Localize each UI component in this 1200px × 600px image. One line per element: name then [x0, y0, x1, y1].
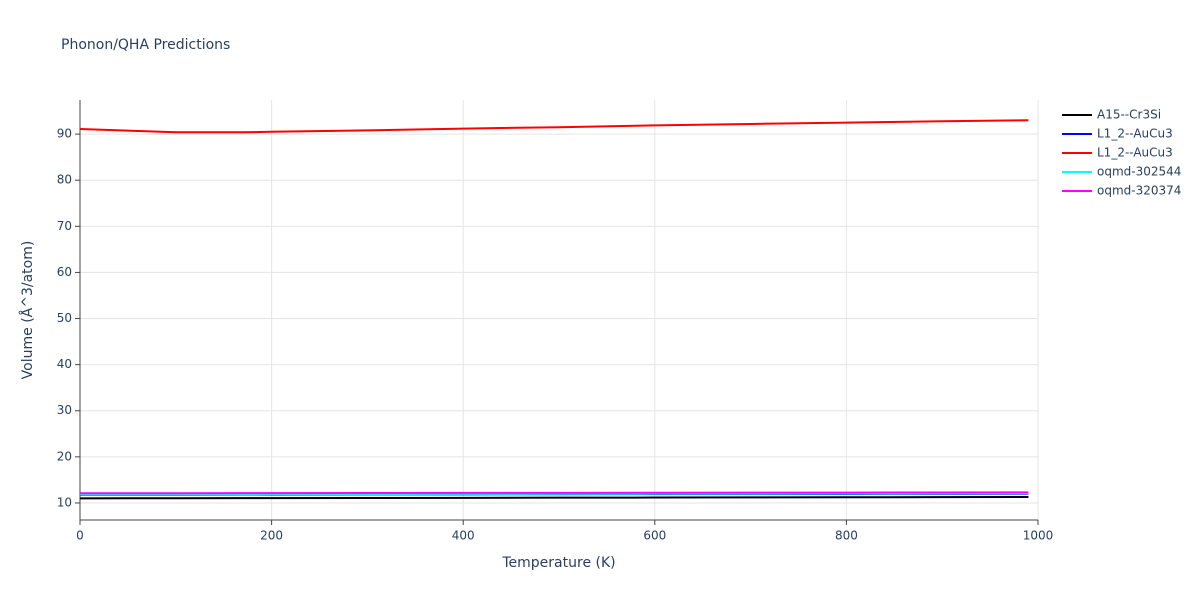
x-tick-label: 0 [76, 529, 84, 543]
y-tick-label: 50 [57, 311, 72, 325]
y-tick-label: 80 [57, 173, 72, 187]
line [79, 495, 1029, 500]
legend-label: oqmd-302544 [1097, 165, 1181, 179]
chart-title: Phonon/QHA Predictions [61, 37, 230, 53]
line [79, 491, 1029, 495]
legend-label: L1_2--AuCu3 [1097, 146, 1173, 160]
x-tick-label: 1000 [1023, 529, 1054, 543]
y-axis-title: Volume (Å^3/atom) [19, 241, 36, 380]
y-tick-label: 30 [57, 403, 72, 417]
y-tick-label: 40 [57, 357, 72, 371]
y-tick-label: 90 [57, 127, 72, 141]
line [79, 119, 1029, 134]
legend-label: A15--Cr3Si [1097, 108, 1161, 122]
y-tick-label: 60 [57, 265, 72, 279]
x-axis-title: Temperature (K) [501, 555, 615, 571]
y-tick-label: 10 [57, 495, 72, 509]
y-tick-label: 70 [57, 219, 72, 233]
x-tick-label: 400 [452, 529, 475, 543]
x-tick-label: 800 [835, 529, 858, 543]
x-tick-label: 600 [643, 529, 666, 543]
legend-label: oqmd-320374 [1097, 184, 1181, 198]
legend-label: L1_2--AuCu3 [1097, 127, 1173, 141]
x-tick-label: 200 [260, 529, 283, 543]
y-tick-label: 20 [57, 449, 72, 463]
